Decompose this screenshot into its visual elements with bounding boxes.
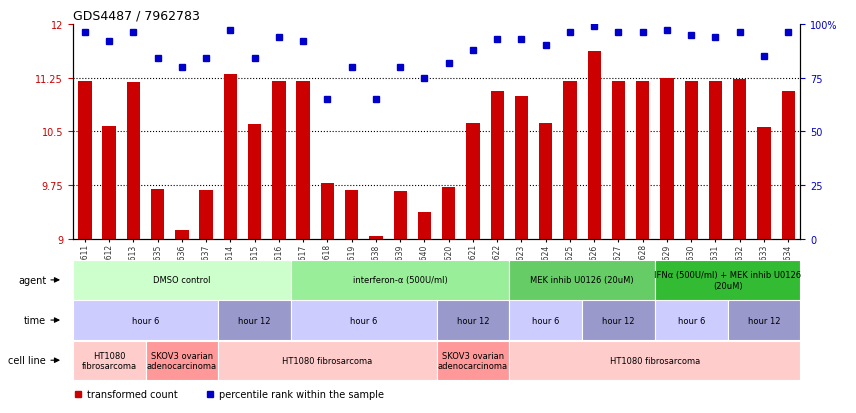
Bar bbox=[291, 261, 509, 300]
Bar bbox=[582, 301, 655, 340]
Bar bbox=[296, 82, 310, 240]
Text: MEK inhib U0126 (20uM): MEK inhib U0126 (20uM) bbox=[530, 276, 634, 285]
Bar bbox=[73, 341, 146, 380]
Bar bbox=[636, 82, 650, 240]
Bar bbox=[685, 82, 698, 240]
Bar bbox=[509, 341, 800, 380]
Text: percentile rank within the sample: percentile rank within the sample bbox=[219, 389, 383, 399]
Text: HT1080 fibrosarcoma: HT1080 fibrosarcoma bbox=[609, 356, 700, 365]
Text: cell line: cell line bbox=[9, 355, 46, 366]
Text: SKOV3 ovarian
adenocarcinoma: SKOV3 ovarian adenocarcinoma bbox=[438, 351, 508, 370]
Bar bbox=[151, 190, 164, 240]
Bar bbox=[442, 188, 455, 240]
Bar bbox=[587, 52, 601, 240]
Bar bbox=[782, 91, 795, 240]
Text: interferon-α (500U/ml): interferon-α (500U/ml) bbox=[353, 276, 448, 285]
Bar bbox=[563, 82, 577, 240]
Bar bbox=[733, 80, 746, 240]
Bar bbox=[321, 184, 334, 240]
Text: hour 6: hour 6 bbox=[678, 316, 704, 325]
Bar bbox=[514, 96, 528, 240]
Bar bbox=[146, 341, 218, 380]
Bar bbox=[437, 301, 509, 340]
Bar bbox=[218, 341, 437, 380]
Bar bbox=[223, 75, 237, 240]
Bar bbox=[345, 191, 359, 240]
Bar bbox=[369, 236, 383, 240]
Text: hour 12: hour 12 bbox=[239, 316, 270, 325]
Bar bbox=[73, 301, 218, 340]
Bar bbox=[78, 82, 92, 240]
Bar bbox=[291, 301, 437, 340]
Text: hour 6: hour 6 bbox=[350, 316, 377, 325]
Bar bbox=[728, 301, 800, 340]
Text: GDS4487 / 7962783: GDS4487 / 7962783 bbox=[73, 10, 199, 23]
Bar bbox=[199, 191, 213, 240]
Bar bbox=[709, 82, 722, 240]
Bar bbox=[655, 261, 800, 300]
Text: time: time bbox=[24, 315, 46, 325]
Text: hour 6: hour 6 bbox=[132, 316, 159, 325]
Bar bbox=[418, 212, 431, 240]
Text: hour 12: hour 12 bbox=[748, 316, 780, 325]
Bar bbox=[73, 261, 291, 300]
Text: hour 12: hour 12 bbox=[457, 316, 489, 325]
Bar bbox=[437, 341, 509, 380]
Bar bbox=[248, 125, 261, 240]
Text: HT1080
fibrosarcoma: HT1080 fibrosarcoma bbox=[81, 351, 137, 370]
Text: DMSO control: DMSO control bbox=[153, 276, 211, 285]
Bar bbox=[509, 261, 655, 300]
Bar bbox=[467, 123, 479, 240]
Bar bbox=[539, 123, 552, 240]
Bar bbox=[218, 301, 291, 340]
Bar bbox=[127, 83, 140, 240]
Bar bbox=[655, 301, 728, 340]
Bar bbox=[394, 192, 407, 240]
Bar bbox=[490, 91, 504, 240]
Text: hour 12: hour 12 bbox=[603, 316, 634, 325]
Text: agent: agent bbox=[18, 275, 46, 285]
Bar bbox=[758, 128, 770, 240]
Text: hour 6: hour 6 bbox=[532, 316, 559, 325]
Bar bbox=[103, 127, 116, 240]
Text: IFNα (500U/ml) + MEK inhib U0126
(20uM): IFNα (500U/ml) + MEK inhib U0126 (20uM) bbox=[654, 271, 801, 290]
Bar bbox=[175, 230, 188, 240]
Text: transformed count: transformed count bbox=[87, 389, 178, 399]
Text: HT1080 fibrosarcoma: HT1080 fibrosarcoma bbox=[282, 356, 372, 365]
Bar bbox=[272, 82, 286, 240]
Bar bbox=[509, 301, 582, 340]
Bar bbox=[612, 82, 625, 240]
Text: SKOV3 ovarian
adenocarcinoma: SKOV3 ovarian adenocarcinoma bbox=[147, 351, 217, 370]
Bar bbox=[660, 78, 674, 240]
